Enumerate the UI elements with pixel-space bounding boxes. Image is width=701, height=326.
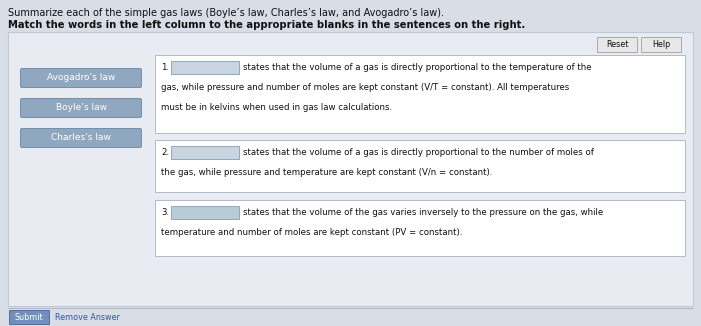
- Text: 3.: 3.: [161, 208, 169, 217]
- Text: Submit: Submit: [15, 313, 43, 321]
- Text: states that the volume of the gas varies inversely to the pressure on the gas, w: states that the volume of the gas varies…: [243, 208, 604, 217]
- FancyBboxPatch shape: [20, 68, 142, 87]
- FancyBboxPatch shape: [171, 206, 239, 219]
- Text: Help: Help: [652, 40, 670, 49]
- Text: temperature and number of moles are kept constant (PV = constant).: temperature and number of moles are kept…: [161, 228, 463, 237]
- FancyBboxPatch shape: [155, 55, 685, 133]
- FancyBboxPatch shape: [9, 310, 49, 324]
- Text: Boyle’s law: Boyle’s law: [55, 103, 107, 112]
- Text: states that the volume of a gas is directly proportional to the number of moles : states that the volume of a gas is direc…: [243, 148, 594, 157]
- FancyBboxPatch shape: [155, 140, 685, 192]
- Text: 1.: 1.: [161, 63, 169, 72]
- FancyBboxPatch shape: [8, 32, 693, 306]
- Text: Charles’s law: Charles’s law: [51, 134, 111, 142]
- FancyBboxPatch shape: [171, 61, 239, 74]
- Text: Match the words in the left column to the appropriate blanks in the sentences on: Match the words in the left column to th…: [8, 20, 525, 30]
- FancyBboxPatch shape: [597, 37, 637, 52]
- FancyBboxPatch shape: [155, 200, 685, 256]
- FancyBboxPatch shape: [20, 98, 142, 117]
- FancyBboxPatch shape: [171, 146, 239, 159]
- Text: Reset: Reset: [606, 40, 628, 49]
- FancyBboxPatch shape: [20, 128, 142, 147]
- Text: 2.: 2.: [161, 148, 169, 157]
- Text: gas, while pressure and number of moles are kept constant (V/T = constant). All : gas, while pressure and number of moles …: [161, 83, 569, 92]
- Text: states that the volume of a gas is directly proportional to the temperature of t: states that the volume of a gas is direc…: [243, 63, 592, 72]
- Text: Summarize each of the simple gas laws (Boyle’s law, Charles’s law, and Avogadro’: Summarize each of the simple gas laws (B…: [8, 8, 444, 18]
- Text: must be in kelvins when used in gas law calculations.: must be in kelvins when used in gas law …: [161, 103, 392, 112]
- Text: Avogadro’s law: Avogadro’s law: [47, 73, 115, 82]
- Text: Remove Answer: Remove Answer: [55, 313, 120, 321]
- Text: the gas, while pressure and temperature are kept constant (V/n = constant).: the gas, while pressure and temperature …: [161, 168, 492, 177]
- FancyBboxPatch shape: [641, 37, 681, 52]
